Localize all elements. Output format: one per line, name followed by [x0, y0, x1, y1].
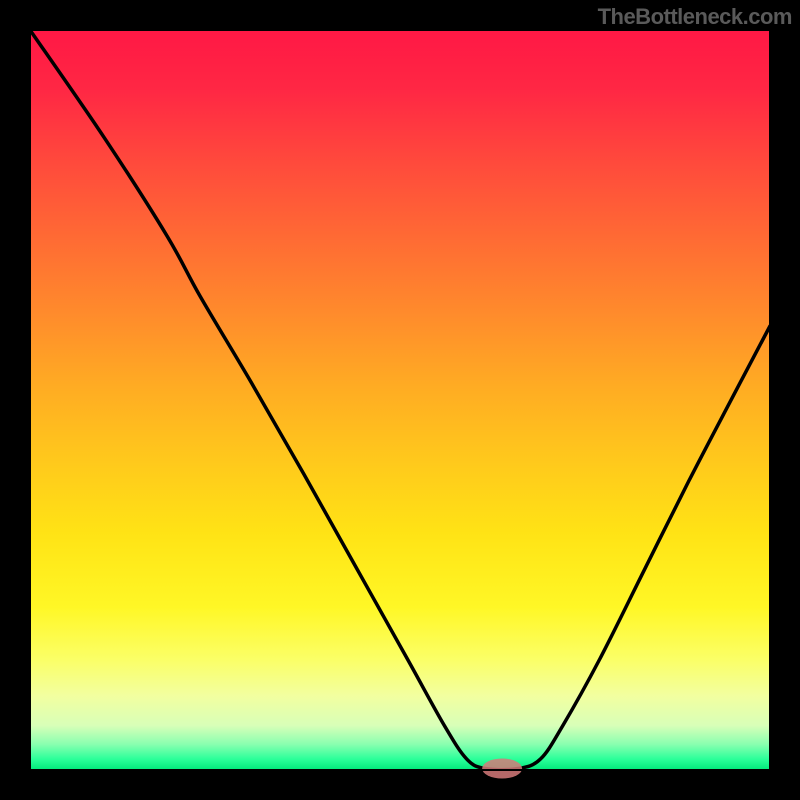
watermark-label: TheBottleneck.com	[598, 4, 792, 30]
optimal-point-marker	[482, 759, 522, 779]
bottleneck-chart: TheBottleneck.com	[0, 0, 800, 800]
plot-gradient-background	[30, 30, 770, 770]
chart-svg	[0, 0, 800, 800]
